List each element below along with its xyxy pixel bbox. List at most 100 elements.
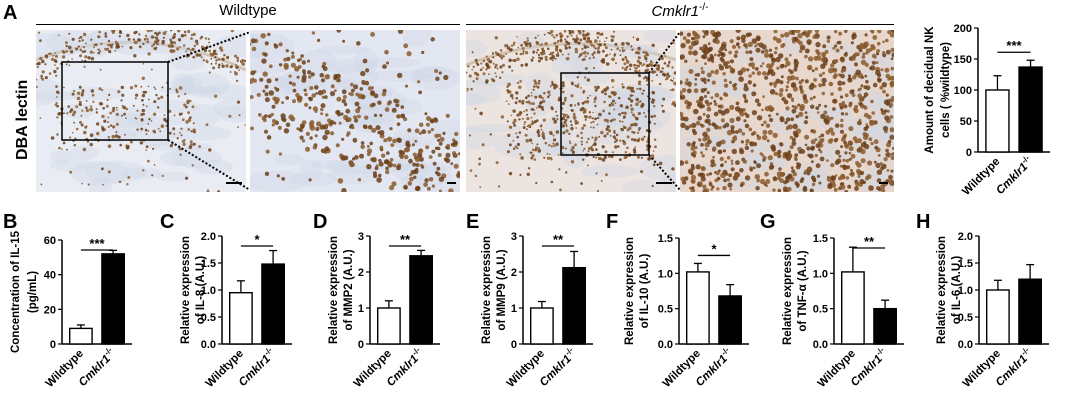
stained-cell xyxy=(762,158,766,162)
stained-cell xyxy=(278,63,283,67)
stained-cell xyxy=(51,57,55,61)
stained-cell xyxy=(712,146,717,151)
stained-cell xyxy=(550,107,554,111)
stained-cell xyxy=(863,95,866,99)
stained-cell xyxy=(190,130,193,133)
stained-cell xyxy=(431,184,435,188)
stained-cell xyxy=(881,188,886,192)
stained-cell xyxy=(118,35,122,38)
stained-cell xyxy=(610,48,613,51)
stained-cell xyxy=(568,30,572,34)
stained-cell xyxy=(752,66,755,70)
stained-cell xyxy=(871,30,875,34)
stained-cell xyxy=(825,59,829,63)
stained-cell xyxy=(89,142,93,147)
stained-cell xyxy=(104,32,107,35)
stained-cell xyxy=(812,35,817,39)
stained-cell xyxy=(147,159,150,163)
stained-cell xyxy=(372,171,377,176)
stained-cell xyxy=(518,118,521,121)
tissue-texture xyxy=(36,78,65,106)
x-category-label: Cmklr1-/- xyxy=(992,153,1036,197)
stained-cell xyxy=(324,129,330,136)
stained-cell xyxy=(521,47,525,50)
stained-cell xyxy=(784,120,788,125)
stained-cell xyxy=(630,45,633,48)
stained-cell xyxy=(730,167,735,172)
stained-cell xyxy=(702,35,706,39)
stained-cell xyxy=(411,143,415,147)
stained-cell xyxy=(637,46,641,51)
wildtype-group-line xyxy=(36,24,460,25)
stained-cell xyxy=(547,90,551,94)
stained-cell xyxy=(541,97,544,100)
stained-cell xyxy=(886,142,891,148)
stained-cell xyxy=(791,31,795,35)
stained-cell xyxy=(427,130,432,134)
stained-cell xyxy=(839,106,844,110)
stained-cell xyxy=(382,64,387,69)
stained-cell xyxy=(539,94,542,97)
y-tick-label: 50 xyxy=(960,116,972,128)
stained-cell xyxy=(550,158,553,161)
stained-cell xyxy=(273,44,279,49)
stained-cell xyxy=(553,83,557,87)
stained-cell xyxy=(524,96,528,100)
stained-cell xyxy=(732,86,738,91)
stained-cell xyxy=(719,97,723,101)
stained-cell xyxy=(114,49,117,52)
stained-cell xyxy=(729,104,735,110)
stained-cell xyxy=(830,163,835,168)
stained-cell xyxy=(803,120,808,125)
y-tick-label: 2.0 xyxy=(958,231,973,243)
stained-cell xyxy=(557,98,561,102)
stained-cell xyxy=(184,92,187,96)
stained-cell xyxy=(781,97,785,101)
stained-cell xyxy=(876,178,882,183)
stained-cell xyxy=(146,40,150,44)
y-tick-label: 1.5 xyxy=(958,258,973,270)
stained-cell xyxy=(378,173,382,178)
stained-cell xyxy=(36,65,39,69)
stained-cell xyxy=(584,46,587,49)
stained-cell xyxy=(690,188,696,192)
stained-cell xyxy=(699,46,703,51)
stained-cell xyxy=(769,82,773,86)
stained-cell xyxy=(680,111,684,117)
stained-cell xyxy=(546,47,550,51)
stained-cell xyxy=(733,135,737,139)
stained-cell xyxy=(782,186,788,192)
stained-cell xyxy=(153,47,156,50)
tissue-texture xyxy=(467,123,522,133)
stained-cell xyxy=(44,76,48,80)
stained-cell xyxy=(619,49,621,52)
stained-cell xyxy=(882,125,889,132)
tissue-texture xyxy=(410,66,453,82)
stained-cell xyxy=(133,40,138,45)
stained-cell xyxy=(150,30,153,32)
stained-cell xyxy=(623,62,627,66)
stained-cell xyxy=(516,135,519,139)
stained-cell xyxy=(412,162,417,167)
stained-cell xyxy=(707,47,712,53)
stained-cell xyxy=(832,46,836,50)
stained-cell xyxy=(151,174,154,177)
stained-cell xyxy=(730,159,734,163)
stained-cell xyxy=(597,47,600,51)
stained-cell xyxy=(409,173,413,177)
stained-cell xyxy=(397,114,401,119)
stained-cell xyxy=(504,44,508,48)
stained-cell xyxy=(549,32,552,35)
stained-cell xyxy=(474,58,478,62)
stained-cell xyxy=(642,63,646,66)
stained-cell xyxy=(773,84,777,88)
stained-cell xyxy=(768,114,772,118)
stained-cell xyxy=(555,33,559,37)
stained-cell xyxy=(614,42,618,46)
stained-cell xyxy=(748,62,753,67)
stained-cell xyxy=(764,171,769,177)
stained-cell xyxy=(673,103,676,108)
stained-cell xyxy=(625,58,628,61)
category-superscript: -/- xyxy=(563,345,575,357)
stained-cell xyxy=(885,101,891,106)
